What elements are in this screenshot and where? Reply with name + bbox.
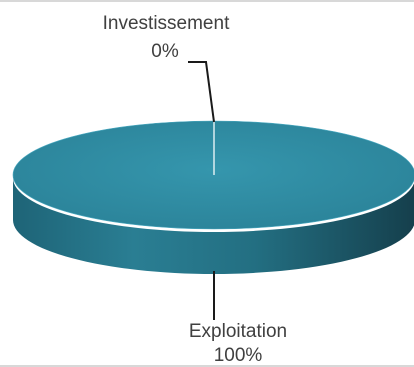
leader-line-investissement [188,61,215,123]
frame-top-border [0,0,414,2]
frame-bottom-border [0,365,414,367]
label-investissement-value: 0% [151,41,179,62]
label-exploitation-value: 100% [214,345,263,366]
pie-slice-side-exploitation [13,178,414,274]
label-exploitation-name: Exploitation [189,321,287,342]
label-investissement-name: Investissement [103,13,230,34]
